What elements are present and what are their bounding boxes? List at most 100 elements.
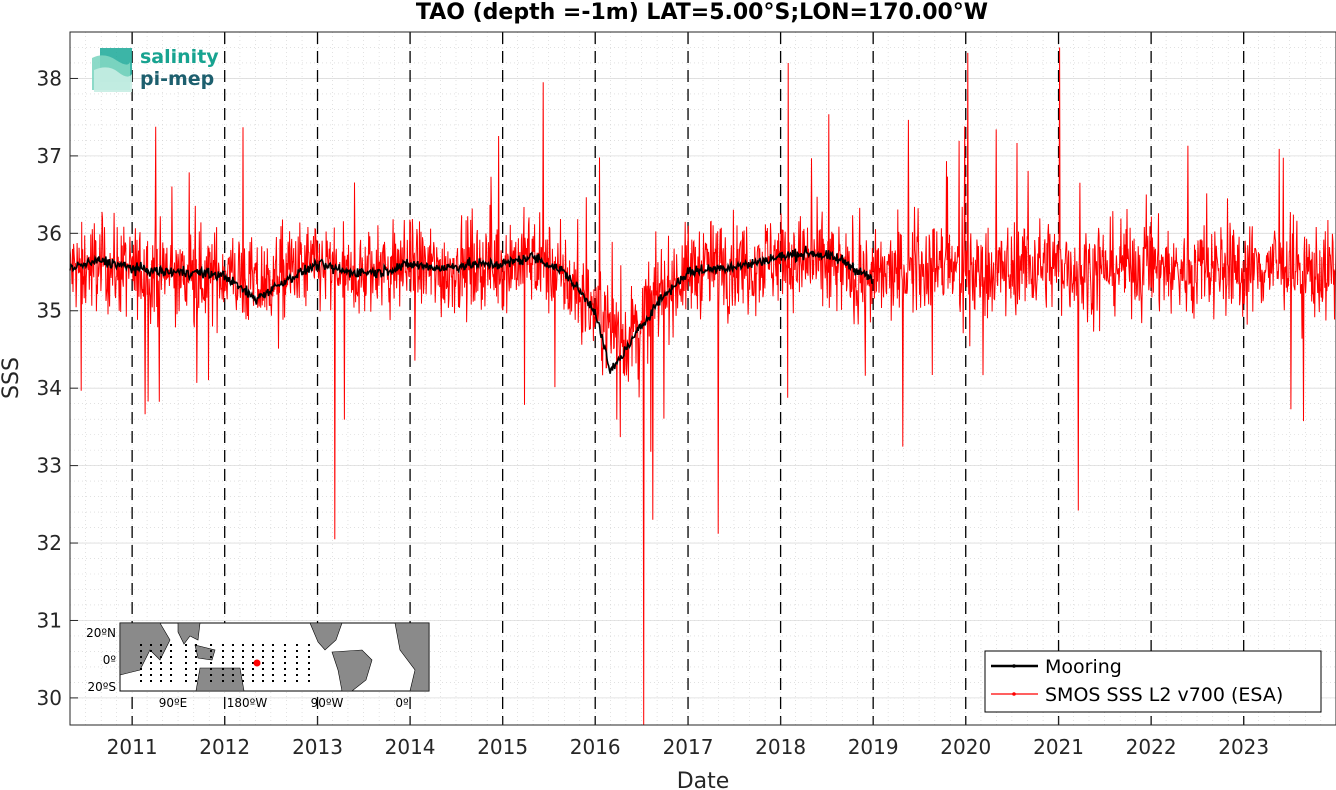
inset-lat-label: 0º — [103, 653, 117, 667]
x-axis-label: Date — [677, 769, 730, 790]
mooring-dot — [262, 650, 264, 652]
x-tick-label: 2021 — [1033, 735, 1084, 759]
mooring-dot — [210, 650, 212, 652]
y-tick-label: 32 — [37, 531, 62, 555]
mooring-dot — [262, 644, 264, 646]
mooring-dot — [222, 656, 224, 658]
mooring-dot — [252, 656, 254, 658]
mooring-dot — [222, 650, 224, 652]
legend-marker-mooring — [1012, 664, 1016, 668]
mooring-dot — [308, 674, 310, 676]
x-tick-labels: 2011 2012 2013 2014 2015 2016 2017 2018 2019 2020… — [107, 735, 1269, 759]
logo-line-2: pi-mep — [140, 68, 214, 90]
y-tick-label: 33 — [37, 454, 62, 478]
mooring-dot — [232, 668, 234, 670]
x-tick-label: 2018 — [755, 735, 806, 759]
mooring-dot — [262, 662, 264, 664]
y-tick-label: 38 — [37, 66, 62, 90]
inset-lon-label: 0º — [395, 696, 409, 710]
mooring-dot — [210, 674, 212, 676]
mooring-dot — [284, 668, 286, 670]
mooring-dot — [195, 644, 197, 646]
mooring-dot — [210, 680, 212, 682]
y-axis-label: SSS — [0, 357, 24, 399]
mooring-dot — [185, 680, 187, 682]
mooring-dot — [170, 650, 172, 652]
mooring-dot — [140, 674, 142, 676]
inset-lon-label: 180ºW — [227, 696, 268, 710]
mooring-dot — [242, 656, 244, 658]
mooring-dot — [242, 662, 244, 664]
mooring-dot — [185, 644, 187, 646]
mooring-dot — [170, 656, 172, 658]
mooring-dot — [222, 662, 224, 664]
inset-location-map: 20ºN 0º 20ºS 90ºE 180ºW 90ºW 0º — [86, 622, 430, 710]
mooring-dot — [222, 674, 224, 676]
mooring-dot — [284, 662, 286, 664]
mooring-series-line — [69, 245, 873, 374]
mooring-dot — [296, 644, 298, 646]
mooring-dot — [232, 680, 234, 682]
mooring-dot — [308, 650, 310, 652]
mooring-dot — [222, 668, 224, 670]
mooring-dot — [185, 662, 187, 664]
mooring-dot — [160, 668, 162, 670]
mooring-dot — [160, 650, 162, 652]
x-tick-label: 2011 — [107, 735, 158, 759]
inset-lon-label: 90ºW — [311, 696, 344, 710]
smos-series-line — [69, 47, 1336, 726]
x-tick-label: 2020 — [940, 735, 991, 759]
mooring-dot — [272, 662, 274, 664]
mooring-dot — [170, 680, 172, 682]
mooring-dot — [242, 644, 244, 646]
mooring-dot — [262, 656, 264, 658]
mooring-dot — [252, 662, 254, 664]
mooring-dot — [150, 668, 152, 670]
mooring-dot — [140, 668, 142, 670]
plot-area — [70, 32, 1336, 725]
mooring-dot — [308, 662, 310, 664]
mooring-dot — [296, 668, 298, 670]
mooring-series — [69, 245, 873, 374]
mooring-dot — [308, 680, 310, 682]
mooring-dot — [222, 644, 224, 646]
legend-label-mooring: Mooring — [1045, 656, 1122, 678]
mooring-dot — [160, 656, 162, 658]
mooring-dot — [185, 650, 187, 652]
mooring-dot — [284, 680, 286, 682]
mooring-array-markers — [140, 644, 310, 682]
y-tick-label: 31 — [37, 608, 62, 632]
axes-box — [69, 31, 1336, 726]
y-tick-label: 36 — [37, 221, 62, 245]
mooring-dot — [272, 674, 274, 676]
mooring-dot — [185, 668, 187, 670]
mooring-dot — [296, 650, 298, 652]
mooring-dot — [195, 662, 197, 664]
mooring-dot — [252, 650, 254, 652]
selected-mooring-marker — [253, 659, 261, 667]
mooring-dot — [195, 650, 197, 652]
mooring-dot — [232, 644, 234, 646]
mooring-dot — [150, 656, 152, 658]
inset-lon-label: 90ºE — [159, 696, 188, 710]
x-tick-label: 2017 — [663, 735, 714, 759]
mooring-dot — [252, 680, 254, 682]
y-tick-label: 34 — [37, 376, 62, 400]
x-tick-label: 2015 — [477, 735, 528, 759]
mooring-dot — [170, 644, 172, 646]
mooring-dot — [210, 644, 212, 646]
mooring-dot — [296, 662, 298, 664]
mooring-dot — [140, 680, 142, 682]
mooring-dot — [160, 662, 162, 664]
mooring-dot — [232, 656, 234, 658]
x-tick-label: 2016 — [570, 735, 621, 759]
mooring-dot — [160, 680, 162, 682]
salinity-pi-mep-logo: salinity pi-mep — [92, 46, 219, 92]
mooring-dot — [232, 662, 234, 664]
x-tick-label: 2013 — [292, 735, 343, 759]
mooring-dot — [140, 662, 142, 664]
mooring-dot — [150, 650, 152, 652]
mooring-dot — [242, 680, 244, 682]
x-tick-label: 2022 — [1126, 735, 1177, 759]
mooring-dot — [160, 674, 162, 676]
